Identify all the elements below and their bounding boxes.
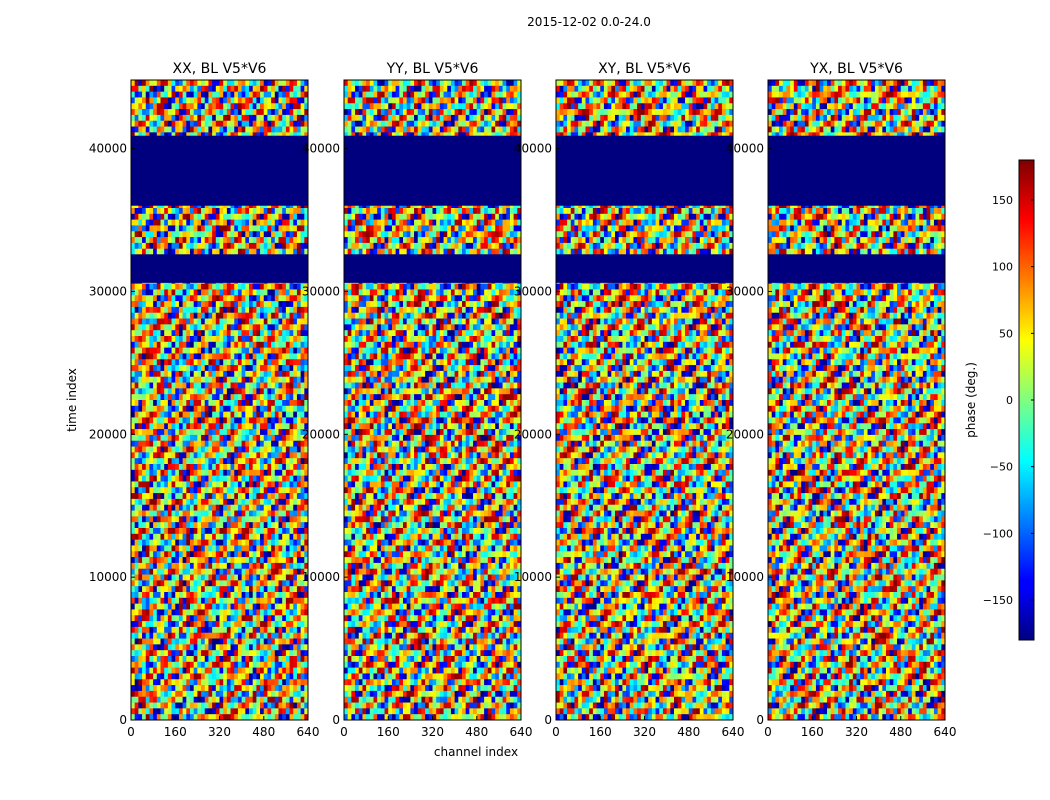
x-tick-label: 640 [510, 725, 533, 739]
x-tick-label: 160 [589, 725, 612, 739]
x-tick-label: 0 [764, 725, 772, 739]
flagged-block [556, 135, 733, 206]
colorbar-tick-label: −50 [990, 461, 1013, 474]
y-tick-label: 40000 [726, 142, 764, 156]
flagged-block [768, 254, 945, 283]
y-tick-label: 30000 [514, 284, 552, 298]
x-tick-label: 160 [377, 725, 400, 739]
panels-group: XX, BL V5*V6 0 160 320 480 640 0 10000 20000 3000… [89, 61, 957, 739]
colorbar-tick-label: 0 [1006, 394, 1013, 407]
colorbar: 150 100 50 0 −50 −100 −150 phase (deg.) [964, 159, 1035, 641]
panel-title: YX, BL V5*V6 [809, 61, 903, 77]
x-tick-label: 320 [208, 725, 231, 739]
colorbar-tick-label: −150 [983, 594, 1013, 607]
x-tick-label: 480 [889, 725, 912, 739]
flagged-block [556, 254, 733, 283]
colorbar-tick-label: 100 [992, 261, 1013, 274]
panel-yy: YY, BL V5*V6 0 160 320 480 640 0 10000 20000 3000… [302, 61, 533, 739]
y-tick-label: 0 [756, 713, 764, 727]
y-tick-label: 20000 [726, 427, 764, 441]
y-tick-label: 0 [119, 713, 127, 727]
y-tick-label: 0 [544, 713, 552, 727]
panel-title: XY, BL V5*V6 [598, 61, 691, 77]
colorbar-tick-label: −100 [983, 527, 1013, 540]
x-tick-label: 0 [340, 725, 348, 739]
x-tick-label: 480 [677, 725, 700, 739]
heatmap-cells [344, 80, 522, 721]
x-tick-label: 480 [465, 725, 488, 739]
panel-title: XX, BL V5*V6 [173, 61, 267, 77]
y-tick-label: 20000 [514, 427, 552, 441]
flagged-block [768, 135, 945, 206]
y-tick-label: 0 [332, 713, 340, 727]
colorbar-tick-label: 50 [999, 327, 1013, 340]
y-tick-label: 20000 [302, 427, 340, 441]
y-tick-label: 30000 [302, 284, 340, 298]
panel-xx: XX, BL V5*V6 0 160 320 480 640 0 10000 20000 3000… [89, 61, 320, 739]
x-tick-label: 640 [297, 725, 320, 739]
x-tick-label: 320 [633, 725, 656, 739]
x-tick-label: 160 [164, 725, 187, 739]
panel-title: YY, BL V5*V6 [386, 61, 479, 77]
x-tick-label: 320 [845, 725, 868, 739]
y-tick-label: 10000 [89, 570, 127, 584]
flagged-block [344, 135, 521, 206]
y-tick-label: 10000 [726, 570, 764, 584]
y-tick-label: 30000 [89, 284, 127, 298]
x-tick-label: 320 [421, 725, 444, 739]
x-tick-label: 480 [252, 725, 275, 739]
y-axis-label: time index [65, 368, 79, 432]
flagged-block [344, 254, 521, 283]
panel-yx: YX, BL V5*V6 0 160 320 480 640 0 10000 20000 3000… [726, 61, 957, 739]
colorbar-label: phase (deg.) [964, 362, 978, 438]
colorbar-ticks: 150 100 50 0 −50 −100 −150 [983, 194, 1034, 607]
y-tick-label: 40000 [302, 142, 340, 156]
figure-suptitle: 2015-12-02 0.0-24.0 [527, 15, 651, 29]
y-tick-label: 40000 [89, 142, 127, 156]
y-tick-label: 40000 [514, 142, 552, 156]
y-tick-label: 20000 [89, 427, 127, 441]
y-tick-label: 10000 [302, 570, 340, 584]
flagged-block [131, 135, 308, 206]
x-tick-label: 640 [934, 725, 957, 739]
y-tick-label: 30000 [726, 284, 764, 298]
panel-xy: XY, BL V5*V6 0 160 320 480 640 0 10000 20000 3000… [514, 61, 745, 739]
x-tick-label: 640 [722, 725, 745, 739]
x-axis-label: channel index [434, 745, 518, 759]
y-tick-label: 10000 [514, 570, 552, 584]
colorbar-tick-label: 150 [992, 194, 1013, 207]
flagged-block [131, 254, 308, 283]
x-tick-label: 0 [552, 725, 560, 739]
x-tick-label: 160 [801, 725, 824, 739]
x-tick-label: 0 [127, 725, 135, 739]
